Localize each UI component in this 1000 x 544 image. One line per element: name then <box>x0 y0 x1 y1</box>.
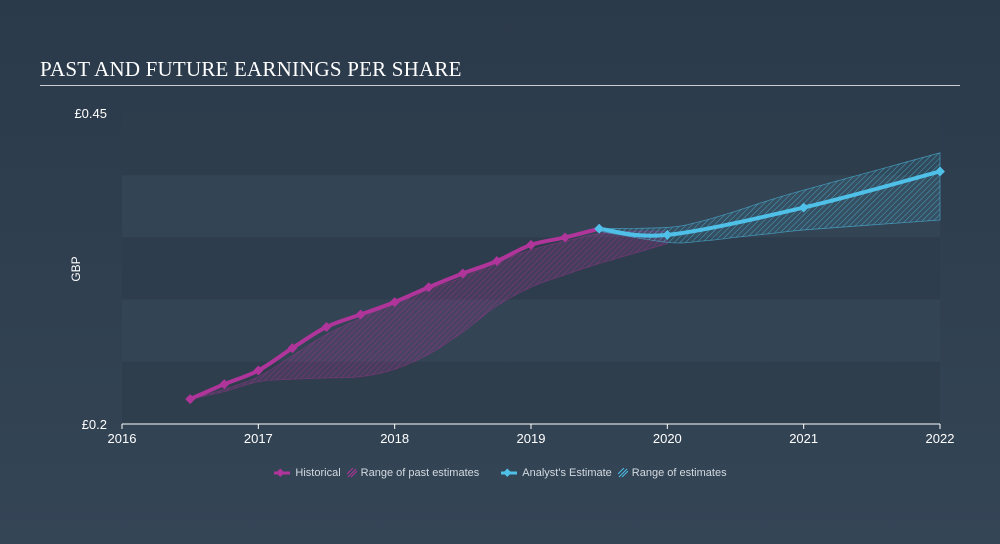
historical-point <box>389 297 400 308</box>
legend-past-range-label: Range of past estimates <box>360 467 480 479</box>
historical-swatch-icon <box>274 468 291 477</box>
title-divider <box>40 85 960 86</box>
historical-point <box>185 394 196 405</box>
legend: Historical Range of past estimates Analy… <box>0 467 1000 479</box>
estimate-line <box>597 169 942 238</box>
legend-future-range-label: Range of estimates <box>631 467 727 479</box>
x-tick-label: 2022 <box>926 431 955 446</box>
future-range-swatch-icon <box>617 468 628 478</box>
legend-historical[interactable]: Historical <box>273 467 341 479</box>
y-tick-label: £0.2 <box>82 417 107 432</box>
x-tick-label: 2018 <box>380 431 409 446</box>
estimate-point <box>662 229 673 240</box>
x-tick-label: 2019 <box>517 431 546 446</box>
plot-band <box>122 299 940 362</box>
future-estimates-range-area <box>598 152 941 244</box>
y-axis-label: GBP <box>69 256 83 281</box>
historical-point <box>457 268 468 279</box>
legend-estimate-label: Analyst's Estimate <box>522 467 612 479</box>
legend-historical-label: Historical <box>295 467 341 479</box>
y-tick-label: £0.45 <box>74 106 107 121</box>
estimate-swatch-icon <box>501 468 518 477</box>
historical-point <box>321 322 332 332</box>
historical-point <box>253 365 264 376</box>
historical-point <box>355 309 366 320</box>
historical-point <box>526 239 536 250</box>
estimate-point <box>935 166 945 177</box>
plot-band <box>122 113 940 176</box>
historical-point <box>423 282 434 293</box>
chart-title: PAST AND FUTURE EARNINGS PER SHARE <box>40 57 462 81</box>
historical-point <box>219 379 230 390</box>
x-tick-label: 2020 <box>653 431 682 446</box>
x-tick-label: 2017 <box>244 431 273 446</box>
estimate-point <box>594 223 605 234</box>
x-tick-label: 2021 <box>789 431 818 446</box>
legend-future-range[interactable]: Range of estimates <box>617 467 727 479</box>
historical-point <box>491 256 502 266</box>
historical-point <box>560 232 571 243</box>
past-range-swatch-icon <box>346 468 357 478</box>
plot-band <box>122 361 940 424</box>
x-tick-label: 2016 <box>108 431 137 446</box>
legend-estimate[interactable]: Analyst's Estimate <box>500 467 612 479</box>
legend-past-range[interactable]: Range of past estimates <box>346 467 480 479</box>
historical-point <box>287 343 298 354</box>
estimate-point <box>798 202 809 213</box>
